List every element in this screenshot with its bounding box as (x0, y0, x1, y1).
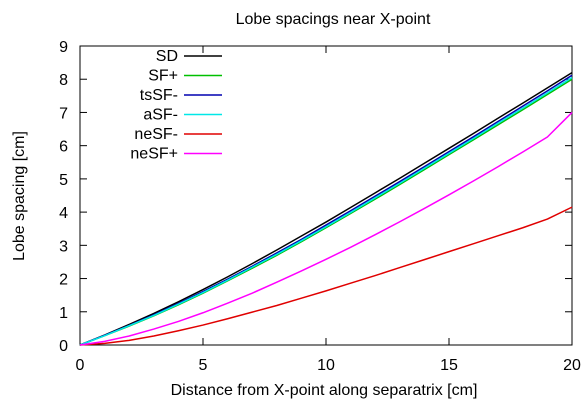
chart-title: Lobe spacings near X-point (236, 11, 431, 28)
legend-label-nesf: neSF+ (130, 146, 178, 163)
legend-label-tssf: tsSF- (140, 87, 178, 104)
legend-label-asf: aSF- (143, 107, 178, 124)
x-tick-label: 15 (440, 357, 458, 374)
y-tick-label: 0 (59, 338, 68, 355)
x-tick-label: 5 (199, 357, 208, 374)
y-tick-label: 8 (59, 72, 68, 89)
legend-label-sd: SD (156, 48, 178, 65)
y-tick-label: 4 (59, 205, 68, 222)
y-tick-label: 6 (59, 139, 68, 156)
x-tick-label: 10 (317, 357, 335, 374)
x-tick-label: 0 (76, 357, 85, 374)
legend-label-sf: SF+ (148, 68, 178, 85)
series-line-nesf (79, 111, 573, 346)
y-tick-label: 5 (59, 172, 68, 189)
y-tick-label: 1 (59, 305, 68, 322)
x-axis-label: Distance from X-point along separatrix [… (171, 382, 478, 399)
x-tick-label: 20 (563, 357, 581, 374)
y-axis-label: Lobe spacing [cm] (11, 131, 28, 261)
legend-label-nesf: neSF- (134, 126, 178, 143)
y-tick-label: 7 (59, 105, 68, 122)
y-tick-label: 2 (59, 272, 68, 289)
y-tick-label: 3 (59, 238, 68, 255)
series-line-asf (79, 76, 573, 346)
series-line-nesf (79, 206, 573, 346)
y-tick-label: 9 (59, 39, 68, 56)
series-line-sd (79, 71, 573, 346)
